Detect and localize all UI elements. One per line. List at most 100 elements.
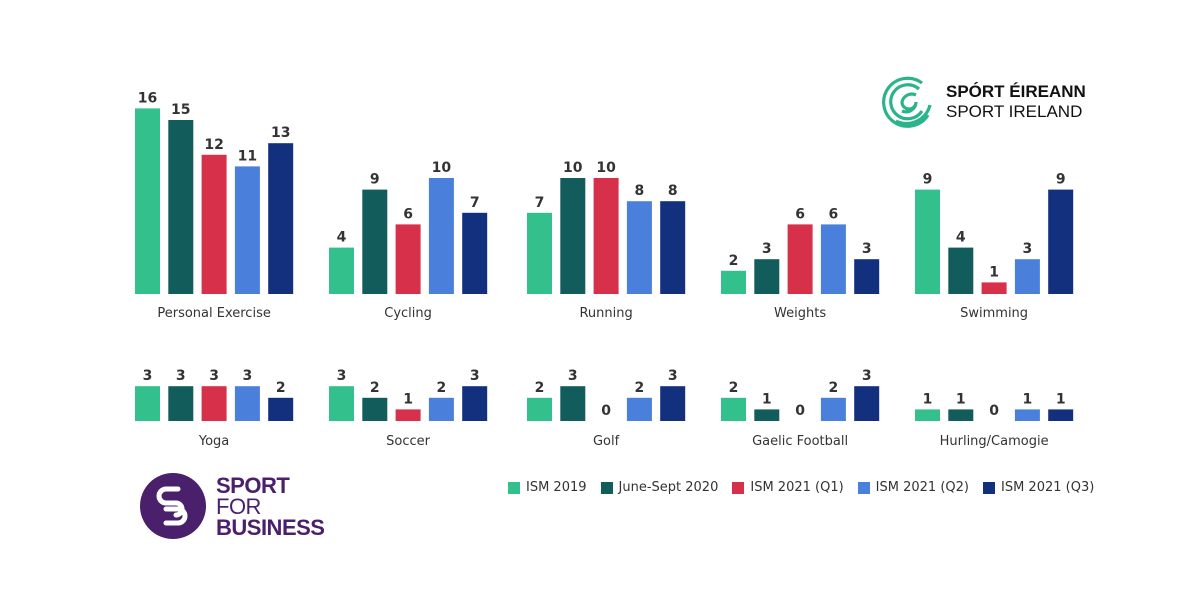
legend-item: ISM 2019 bbox=[508, 480, 587, 495]
data-label: 10 bbox=[596, 160, 616, 176]
data-label: 1 bbox=[923, 391, 933, 407]
data-label: 2 bbox=[535, 380, 545, 396]
sport-ireland-swirl-icon bbox=[882, 76, 932, 128]
bar bbox=[428, 178, 454, 294]
bar bbox=[428, 397, 454, 421]
data-label: 1 bbox=[956, 391, 966, 407]
bar bbox=[626, 397, 652, 421]
data-label: 3 bbox=[568, 368, 578, 384]
bar-group-golf: 2 3 0 2 3 Golf bbox=[527, 368, 686, 449]
bar bbox=[1014, 259, 1040, 294]
data-label: 9 bbox=[1056, 172, 1066, 188]
bar bbox=[1014, 409, 1040, 421]
bar bbox=[395, 409, 421, 421]
legend-swatch bbox=[732, 481, 745, 494]
bar bbox=[754, 409, 780, 421]
legend-swatch bbox=[600, 481, 613, 494]
bar bbox=[854, 386, 880, 421]
bar-group-soccer: 3 2 1 2 3 Soccer bbox=[329, 368, 488, 449]
category-label: Yoga bbox=[198, 434, 229, 449]
data-label: 9 bbox=[370, 172, 380, 188]
data-label: 16 bbox=[138, 90, 157, 106]
data-label: 10 bbox=[432, 160, 452, 176]
bar bbox=[395, 224, 421, 294]
data-label: 1 bbox=[403, 391, 413, 407]
data-label: 13 bbox=[271, 125, 290, 141]
bar bbox=[787, 224, 813, 294]
data-label: 9 bbox=[923, 172, 933, 188]
data-label: 3 bbox=[209, 368, 219, 384]
data-label: 0 bbox=[795, 403, 805, 419]
data-label: 15 bbox=[171, 102, 190, 118]
data-label: 8 bbox=[668, 183, 678, 199]
bar bbox=[854, 259, 880, 294]
bar bbox=[234, 386, 260, 421]
data-label: 6 bbox=[829, 206, 839, 222]
sport-ireland-logo: SPÓRT ÉIREANN SPORT IRELAND bbox=[882, 75, 1086, 129]
data-label: 1 bbox=[1056, 391, 1066, 407]
data-label: 3 bbox=[668, 368, 678, 384]
data-label: 6 bbox=[795, 206, 805, 222]
data-label: 3 bbox=[243, 368, 253, 384]
bar bbox=[754, 259, 780, 294]
data-label: 0 bbox=[989, 403, 999, 419]
category-label: Swimming bbox=[960, 306, 1028, 321]
bar bbox=[362, 397, 388, 421]
data-label: 2 bbox=[729, 253, 739, 269]
category-label: Golf bbox=[593, 434, 620, 449]
sport-ireland-line2: SPORT IRELAND bbox=[946, 102, 1083, 121]
bar bbox=[660, 201, 686, 294]
data-label: 2 bbox=[276, 380, 286, 396]
legend-label: June-Sept 2020 bbox=[618, 480, 719, 495]
category-label: Soccer bbox=[386, 434, 430, 449]
data-label: 3 bbox=[143, 368, 153, 384]
bar bbox=[329, 247, 354, 294]
bar bbox=[820, 397, 846, 421]
bar bbox=[915, 409, 940, 421]
data-label: 3 bbox=[862, 368, 872, 384]
bar bbox=[560, 386, 586, 421]
bar bbox=[201, 154, 227, 294]
data-label: 12 bbox=[204, 137, 223, 153]
bar bbox=[721, 270, 746, 294]
sfb-line2: FOR bbox=[216, 493, 261, 519]
bar bbox=[948, 247, 974, 294]
bar bbox=[915, 189, 940, 294]
data-label: 2 bbox=[829, 380, 839, 396]
bar bbox=[527, 397, 552, 421]
legend-item: ISM 2021 (Q1) bbox=[732, 480, 844, 495]
bar bbox=[560, 178, 586, 294]
legend-label: ISM 2021 (Q2) bbox=[875, 480, 969, 495]
bar bbox=[660, 386, 686, 421]
bar bbox=[268, 143, 294, 294]
bar-group-running: 7 10 10 8 8 Running bbox=[527, 160, 686, 321]
sport-for-business-emblem-icon bbox=[140, 473, 206, 539]
bar bbox=[168, 386, 194, 421]
bar bbox=[201, 386, 227, 421]
legend-label: ISM 2019 bbox=[526, 480, 587, 495]
category-label: Cycling bbox=[384, 306, 432, 321]
bar bbox=[721, 397, 746, 421]
bar-group-personal-exercise: 16 15 12 11 13 Personal Exercise bbox=[135, 90, 294, 321]
sport-ireland-line1: SPÓRT ÉIREANN bbox=[946, 82, 1086, 101]
bar bbox=[462, 212, 488, 294]
data-label: 4 bbox=[337, 230, 347, 246]
bar bbox=[462, 386, 488, 421]
bar-group-gaelic-football: 2 1 0 2 3 Gaelic Football bbox=[721, 368, 880, 449]
data-label: 3 bbox=[762, 241, 772, 257]
data-label: 10 bbox=[563, 160, 583, 176]
bar-group-yoga: 3 3 3 3 2 Yoga bbox=[135, 368, 294, 449]
legend-item: June-Sept 2020 bbox=[600, 480, 719, 495]
bar-group-hurling-camogie: 1 1 0 1 1 Hurling/Camogie bbox=[915, 391, 1074, 449]
category-label: Running bbox=[579, 306, 632, 321]
data-label: 7 bbox=[470, 195, 480, 211]
bar-group-swimming: 9 4 1 3 9 Swimming bbox=[915, 172, 1074, 321]
bar bbox=[362, 189, 388, 294]
data-label: 2 bbox=[370, 380, 380, 396]
legend-swatch bbox=[857, 481, 870, 494]
bar bbox=[135, 108, 160, 295]
bar bbox=[820, 224, 846, 294]
data-label: 3 bbox=[1023, 241, 1033, 257]
legend-item: ISM 2021 (Q2) bbox=[857, 480, 969, 495]
data-label: 2 bbox=[635, 380, 645, 396]
